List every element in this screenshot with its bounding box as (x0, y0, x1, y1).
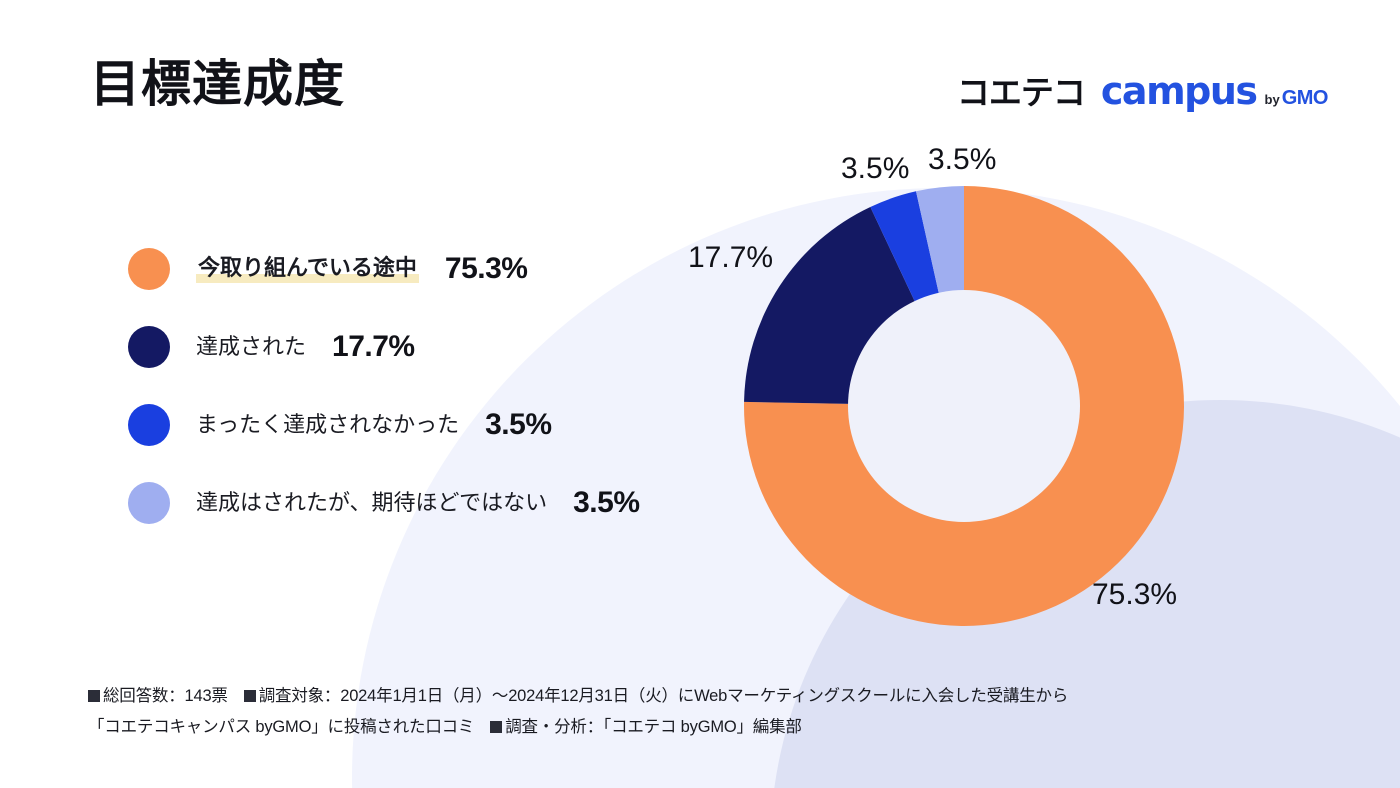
legend-item-label: まったく達成されなかった (196, 412, 460, 438)
legend-item: 達成された 17.7% (128, 308, 640, 386)
bullet-square-icon (88, 690, 100, 702)
footer-line-2: 「コエテコキャンパス byGMO」に投稿された口コミ 調査・分析：「コエテコ by… (88, 712, 1318, 743)
legend-item: 今取り組んでいる途中 75.3% (128, 230, 640, 308)
legend-item-label: 達成はされたが、期待ほどではない (196, 490, 548, 516)
legend-item-label: 今取り組んでいる途中 (196, 255, 419, 283)
bullet-square-icon (243, 690, 256, 702)
legend-color-swatch-icon (128, 248, 170, 290)
logo-brand-jp: コエテコ (956, 73, 1086, 112)
footer-source: 「コエテコキャンパス byGMO」に投稿された口コミ (88, 717, 475, 736)
legend-item-value: 3.5% (485, 408, 552, 441)
legend-color-swatch-icon (128, 326, 170, 368)
logo-brand-en: campus (1100, 69, 1258, 113)
page-title: 目標達成度 (90, 56, 345, 112)
callout-value-orange: 75.3% (1092, 578, 1178, 611)
donut-chart (744, 186, 1184, 626)
legend-item-value: 75.3% (444, 252, 528, 285)
callout-value-periwinkle: 3.5% (928, 143, 997, 176)
legend-color-swatch-icon (128, 482, 170, 524)
footer-analysis: 調査・分析：「コエテコ byGMO」編集部 (505, 717, 802, 736)
logo-gmo-text: GMO (1281, 87, 1329, 109)
chart-legend: 今取り組んでいる途中 75.3% 達成された 17.7% まったく達成されなかっ… (128, 230, 640, 542)
footer-total-responses: 総回答数：143票 (103, 687, 228, 705)
logo-by-text: by (1264, 92, 1280, 107)
bullet-square-icon (490, 720, 503, 733)
brand-logo: コエテコ campus by GMO (956, 66, 1329, 114)
callout-value-navy: 17.7% (688, 241, 774, 274)
donut-chart-svg (744, 186, 1184, 626)
legend-color-swatch-icon (128, 404, 170, 446)
donut-hole (848, 290, 1080, 522)
legend-item: まったく達成されなかった 3.5% (128, 386, 640, 464)
legend-item-value: 17.7% (332, 330, 415, 363)
footer-survey-target: 調査対象：2024年1月1日（月）〜2024年12月31日（火）にWebマーケテ… (258, 687, 1069, 705)
legend-item: 達成はされたが、期待ほどではない 3.5% (128, 464, 640, 542)
footer-note: 総回答数：143票 調査対象：2024年1月1日（月）〜2024年12月31日（火… (88, 681, 1318, 742)
legend-item-label: 達成された (196, 334, 307, 360)
legend-item-value: 3.5% (573, 486, 640, 519)
callout-value-blue: 3.5% (841, 152, 910, 185)
footer-line-1: 総回答数：143票 調査対象：2024年1月1日（月）〜2024年12月31日（火… (88, 681, 1318, 712)
